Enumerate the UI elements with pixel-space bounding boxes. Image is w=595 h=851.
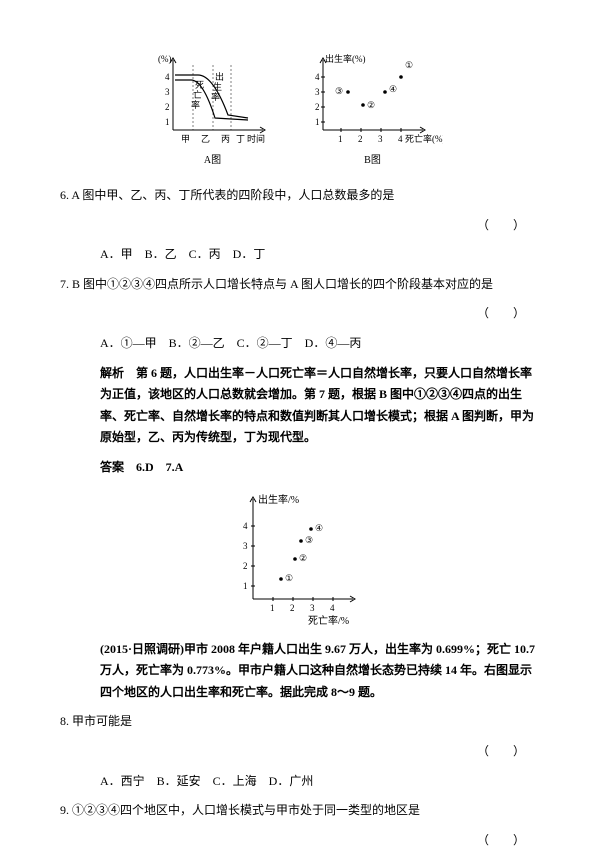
svg-text:1: 1 [315, 117, 320, 127]
q9-number: 9. [60, 803, 69, 817]
q6-paren-row: （ ） [60, 215, 535, 237]
question-8: 8. 甲市可能是 [60, 711, 535, 733]
svg-text:3: 3 [378, 134, 383, 144]
passage-89: (2015·日照调研)甲市 2008 年户籍人口出生 9.67 万人，出生率为 … [100, 639, 535, 704]
svg-text:4: 4 [330, 603, 335, 613]
q8-options: A．西宁 B．延安 C．上海 D．广州 [100, 771, 535, 793]
svg-text:②: ② [367, 100, 375, 110]
svg-text:出: 出 [215, 71, 224, 82]
svg-text:死亡率(%): 死亡率(%) [405, 133, 443, 144]
explanation-67: 解析 第 6 题，人口出生率－人口死亡率＝人口自然增长率，只要人口自然增长率为正… [100, 363, 535, 449]
q6-paren: （ ） [477, 215, 525, 237]
q9-paren: （ ） [477, 830, 525, 851]
svg-text:2: 2 [243, 561, 248, 571]
svg-text:3: 3 [165, 87, 170, 97]
chart-a-label: A图 [153, 152, 273, 170]
svg-text:①: ① [285, 573, 293, 583]
svg-text:④: ④ [315, 523, 323, 533]
svg-text:4: 4 [243, 521, 248, 531]
svg-text:3: 3 [243, 541, 248, 551]
question-9: 9. ①②③④四个地区中，人口增长模式与甲市处于同一类型的地区是 [60, 800, 535, 822]
chart-b: 出生率(%) 1 2 3 4 1 2 3 4 死亡率(%) ① ② [303, 50, 443, 170]
svg-text:①: ① [405, 60, 413, 70]
svg-text:2: 2 [315, 102, 320, 112]
question-7: 7. B 图中①②③④四点所示人口增长特点与 A 图人口增长的四个阶段基本对应的… [60, 274, 535, 296]
svg-text:4: 4 [398, 134, 403, 144]
chart-c: 出生率/% 1 2 3 4 1 2 3 4 死亡率/% ① ② [223, 489, 373, 629]
svg-text:丁: 丁 [236, 134, 245, 144]
svg-text:出生率(%): 出生率(%) [325, 53, 366, 64]
explanation-label: 解析 [100, 366, 124, 380]
svg-text:4: 4 [315, 72, 320, 82]
svg-text:1: 1 [338, 134, 343, 144]
svg-text:1: 1 [165, 117, 170, 127]
q6-text: A 图中甲、乙、丙、丁所代表的四阶段中，人口总数最多的是 [71, 188, 394, 202]
q7-paren: （ ） [477, 303, 525, 325]
explanation-text: 第 6 题，人口出生率－人口死亡率＝人口自然增长率，只要人口自然增长率为正值，该… [100, 366, 534, 445]
q9-paren-row: （ ） [60, 830, 535, 851]
svg-text:时间: 时间 [247, 133, 265, 144]
q9-text: ①②③④四个地区中，人口增长模式与甲市处于同一类型的地区是 [72, 803, 420, 817]
answer-text: 6.D 7.A [124, 460, 183, 474]
q7-paren-row: （ ） [60, 303, 535, 325]
svg-text:1: 1 [243, 581, 248, 591]
chart-a: 1 2 3 4 (%) 甲 乙 丙 丁 时间 出 生 率 死 亡 率 [153, 50, 273, 170]
charts-ab-container: 1 2 3 4 (%) 甲 乙 丙 丁 时间 出 生 率 死 亡 率 [60, 50, 535, 170]
svg-text:丙: 丙 [221, 134, 230, 144]
svg-text:2: 2 [290, 603, 295, 613]
q8-paren-row: （ ） [60, 741, 535, 763]
q6-number: 6. [60, 188, 69, 202]
svg-text:出生率/%: 出生率/% [258, 493, 299, 506]
answer-label: 答案 [100, 460, 124, 474]
svg-text:2: 2 [165, 102, 170, 112]
chart-b-label: B图 [303, 152, 443, 170]
svg-text:亡: 亡 [193, 89, 202, 100]
svg-text:甲: 甲 [181, 134, 190, 144]
svg-text:②: ② [299, 553, 307, 563]
svg-text:乙: 乙 [201, 134, 210, 144]
svg-text:2: 2 [358, 134, 363, 144]
svg-text:1: 1 [270, 603, 275, 613]
svg-text:死: 死 [195, 80, 204, 90]
svg-text:(%): (%) [158, 54, 172, 64]
question-6: 6. A 图中甲、乙、丙、丁所代表的四阶段中，人口总数最多的是 [60, 185, 535, 207]
svg-text:3: 3 [310, 603, 315, 613]
q6-options: A．甲 B．乙 C．丙 D．丁 [100, 244, 535, 266]
chart-c-container: 出生率/% 1 2 3 4 1 2 3 4 死亡率/% ① ② [60, 489, 535, 629]
svg-text:③: ③ [335, 86, 343, 96]
q8-paren: （ ） [477, 741, 525, 763]
svg-text:死亡率/%: 死亡率/% [308, 614, 349, 627]
q8-text: 甲市可能是 [72, 714, 132, 728]
svg-text:率: 率 [191, 99, 200, 110]
svg-text:④: ④ [389, 84, 397, 94]
svg-text:4: 4 [165, 72, 170, 82]
svg-text:③: ③ [305, 535, 313, 545]
svg-text:3: 3 [315, 87, 320, 97]
q7-text: B 图中①②③④四点所示人口增长特点与 A 图人口增长的四个阶段基本对应的是 [72, 277, 493, 291]
q7-options: A．①—甲 B．②—乙 C．②—丁 D．④—丙 [100, 333, 535, 355]
svg-text:率: 率 [211, 91, 220, 102]
q7-number: 7. [60, 277, 69, 291]
svg-text:生: 生 [213, 81, 222, 92]
answer-67: 答案 6.D 7.A [100, 457, 535, 479]
q8-number: 8. [60, 714, 69, 728]
